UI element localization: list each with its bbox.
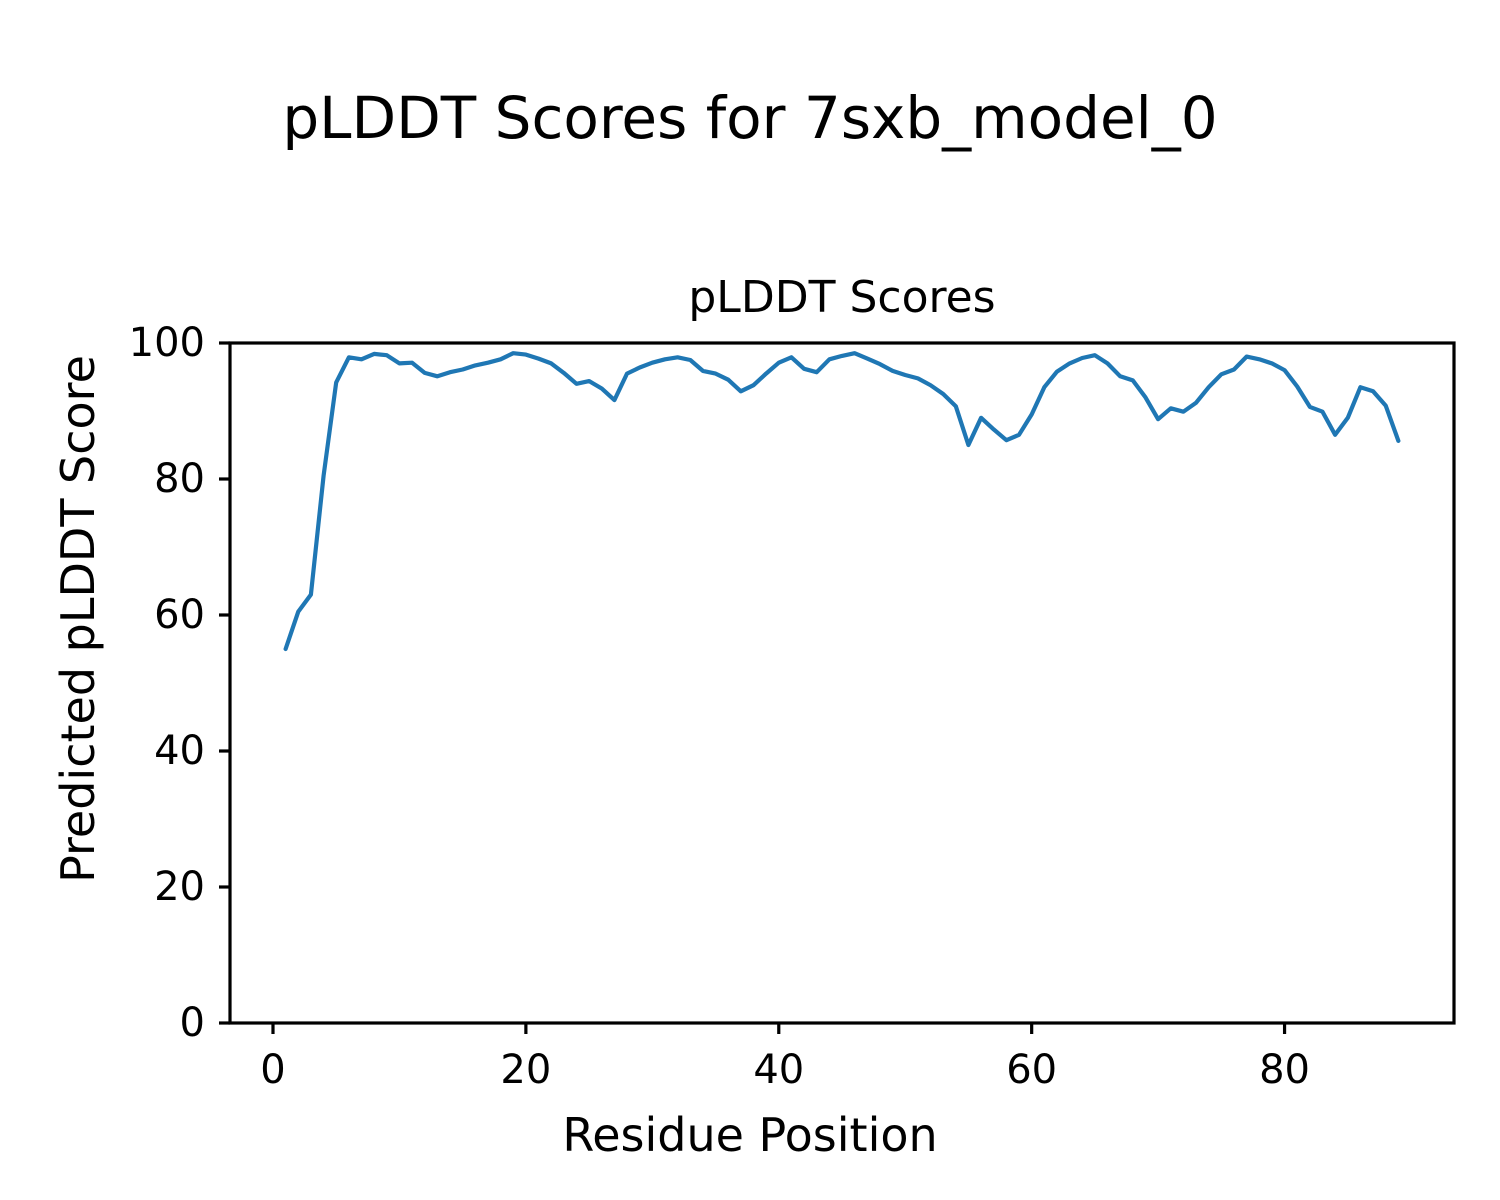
x-tick-label: 0: [260, 1047, 286, 1093]
x-tick-label: 40: [753, 1047, 805, 1093]
tick-marks: [219, 341, 1287, 1034]
y-tick-label: 80: [154, 456, 205, 502]
y-tick-label: 0: [179, 1000, 205, 1046]
axes-frame: [228, 341, 1456, 1025]
x-tick-label: 80: [1259, 1047, 1310, 1093]
x-tick-label: 20: [500, 1047, 552, 1093]
figure-title: pLDDT Scores for 7sxb_model_0: [282, 84, 1218, 152]
y-tick-label: 20: [154, 864, 205, 910]
y-axis-label: Predicted pLDDT Score: [51, 355, 105, 883]
y-tick-label: 40: [154, 728, 205, 774]
x-tick-label: 60: [1006, 1047, 1058, 1093]
axes-title: pLDDT Scores: [688, 272, 996, 323]
y-tick-label: 100: [128, 320, 205, 366]
x-axis-label: Residue Position: [562, 1108, 938, 1162]
plddt-line: [283, 351, 1401, 652]
y-tick-label: 60: [154, 592, 205, 638]
